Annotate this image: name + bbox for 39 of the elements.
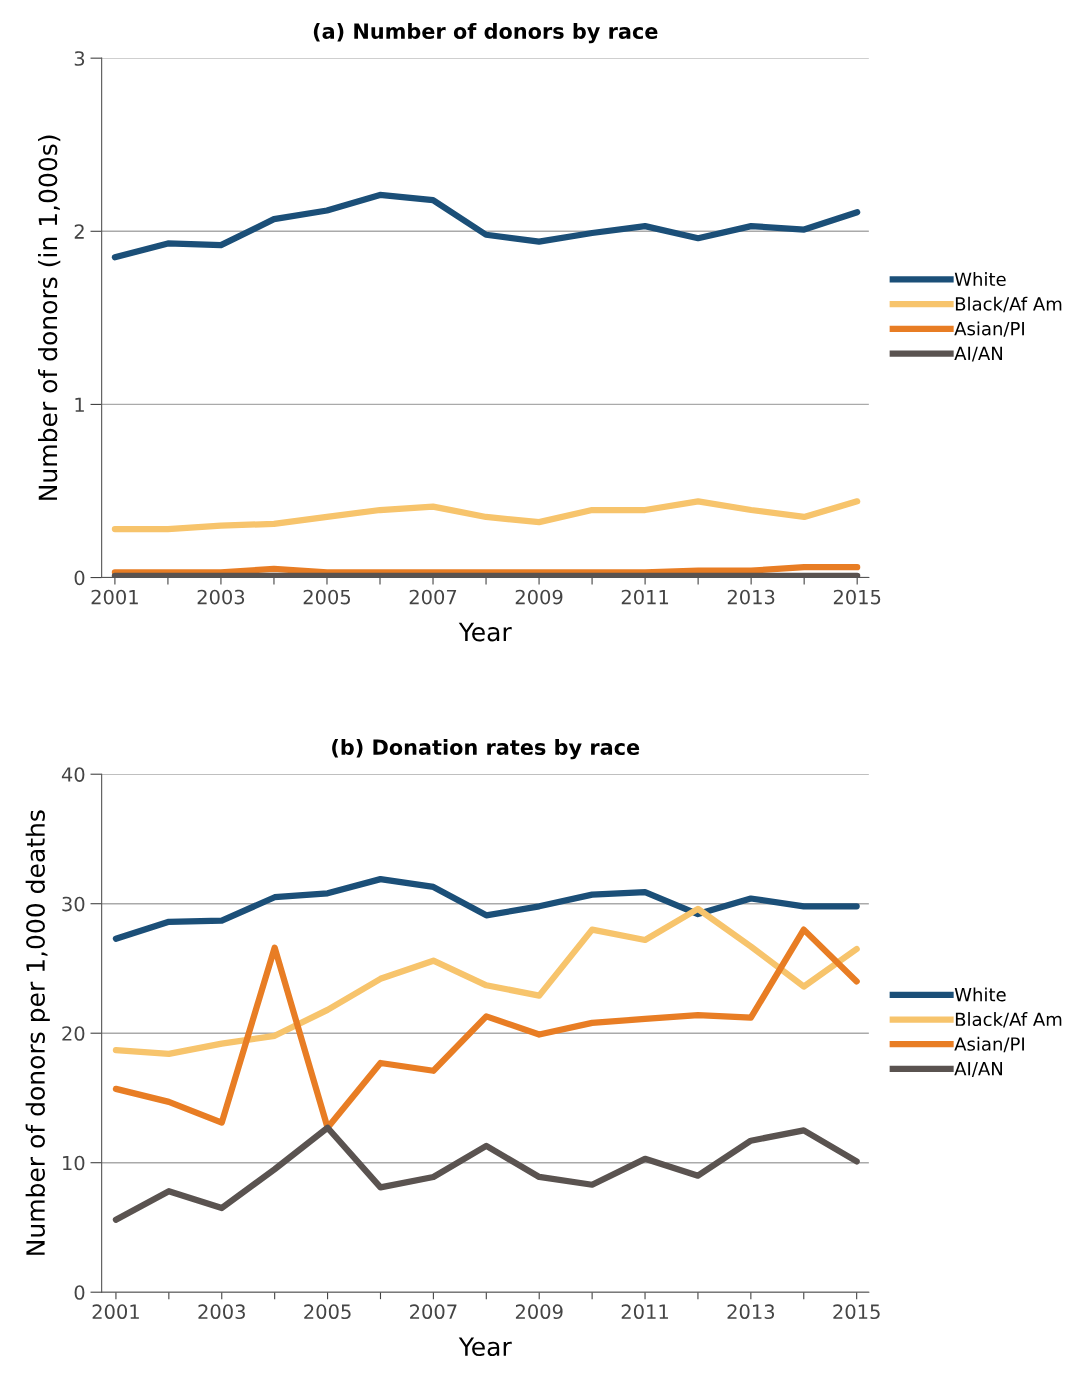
x-tick-label: 2015 bbox=[833, 589, 881, 605]
y-tick-label: 1 bbox=[75, 397, 84, 412]
chart-title: (a) Number of donors by race bbox=[313, 22, 658, 44]
x-tick-label: 2015 bbox=[833, 1304, 880, 1320]
x-tick-label: 2003 bbox=[197, 589, 245, 605]
y-tick-label: 20 bbox=[62, 1026, 85, 1041]
legend-label: Asian/PI bbox=[954, 321, 1024, 337]
y-tick-label: 3 bbox=[74, 51, 85, 66]
legend-label: Black/Af Am bbox=[955, 1012, 1062, 1028]
x-tick-label: 2007 bbox=[410, 1304, 457, 1320]
x-axis-title: Year bbox=[458, 1337, 512, 1357]
x-tick-label: 2011 bbox=[621, 1304, 668, 1320]
x-tick-label: 2009 bbox=[515, 589, 563, 605]
x-tick-label: 2007 bbox=[409, 589, 457, 605]
legend-label: White bbox=[954, 272, 1006, 287]
legend-label: AI/AN bbox=[954, 1062, 1002, 1077]
y-axis-title: Number of donors per 1,000 deaths bbox=[25, 810, 50, 1255]
y-tick-label: 10 bbox=[63, 1155, 85, 1171]
x-tick-label: 2009 bbox=[515, 1304, 563, 1320]
x-tick-label: 2011 bbox=[621, 589, 669, 605]
legend-label: Black/Af Am bbox=[955, 296, 1062, 313]
y-tick-label: 2 bbox=[74, 224, 84, 239]
x-tick-label: 2005 bbox=[303, 589, 351, 605]
chart-title: (b) Donation rates by race bbox=[332, 738, 640, 760]
x-tick-label: 2001 bbox=[91, 589, 138, 605]
y-axis-title: Number of donors (in 1,000s) bbox=[38, 135, 61, 500]
x-tick-label: 2005 bbox=[304, 1304, 351, 1320]
y-tick-label: 30 bbox=[62, 896, 85, 912]
x-tick-label: 2003 bbox=[198, 1304, 245, 1320]
x-tick-label: 2013 bbox=[727, 589, 775, 605]
x-tick-label: 2001 bbox=[92, 1304, 139, 1320]
legend-label: Asian/PI bbox=[954, 1036, 1024, 1053]
legend-label: AI/AN bbox=[954, 346, 1002, 362]
y-tick-label: 0 bbox=[74, 1285, 85, 1300]
x-axis-title: Year bbox=[458, 622, 512, 642]
x-tick-label: 2013 bbox=[727, 1304, 775, 1320]
y-tick-label: 40 bbox=[61, 767, 85, 782]
y-tick-label: 0 bbox=[74, 570, 85, 586]
legend-label: White bbox=[954, 987, 1006, 1002]
